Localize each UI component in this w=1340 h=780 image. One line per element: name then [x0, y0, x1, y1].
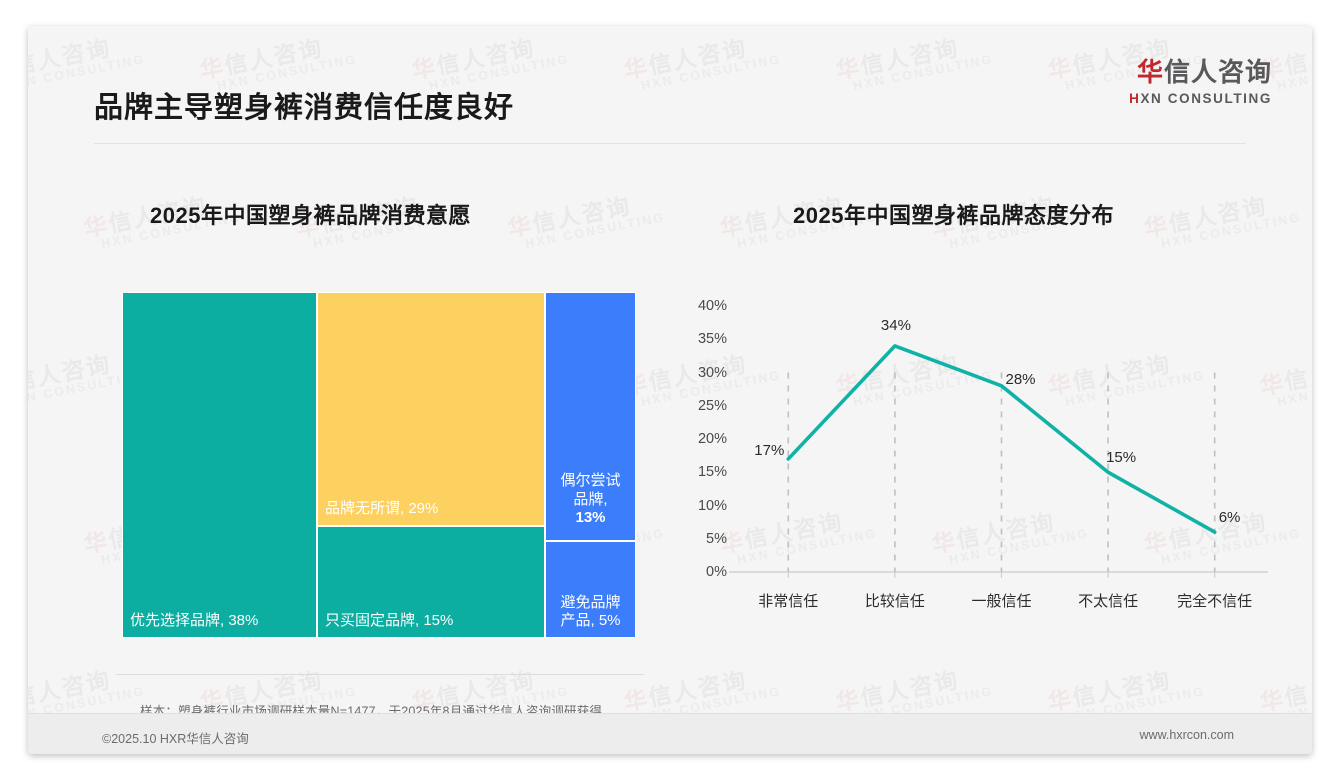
treemap-cell-fixed-brand[interactable]: 只买固定品牌, 15% — [317, 526, 545, 638]
y-axis-tick-label: 35% — [697, 331, 727, 348]
slide-header: 品牌主导塑身裤消费信任度良好 华信人咨询 HXN CONSULTING — [28, 26, 1312, 148]
left-chart-title: 2025年中国塑身裤品牌消费意愿 — [150, 203, 471, 228]
treemap-cell-priority-brand[interactable]: 优先选择品牌, 38% — [122, 292, 317, 638]
treemap-label-occasional-line2: 品牌, — [573, 490, 608, 508]
line-chart: 0% 5% 10% 15% 20% 25% 30% 35% 40% 17% 34% 28% 15% 6% 非… — [673, 288, 1273, 618]
x-axis-tick-label: 不太信任 — [1078, 593, 1139, 610]
y-axis-tick-label: 10% — [697, 497, 727, 514]
treemap-label-brand-agnostic: 品牌无所谓, 29% — [325, 500, 439, 518]
treemap-cell-brand-agnostic[interactable]: 品牌无所谓, 29% — [317, 292, 545, 526]
y-axis-tick-label: 30% — [697, 364, 727, 381]
line-point-value-label: 34% — [880, 316, 911, 334]
y-axis-tick-label: 40% — [697, 298, 727, 314]
brand-logo-chinese-rest: 信人咨询 — [1163, 57, 1272, 87]
brand-logo-english: HXN CONSULTING — [1129, 92, 1272, 106]
treemap-label-fixed-brand: 只买固定品牌, 15% — [325, 612, 454, 630]
footer-bar: ©2025.10 HXR华信人咨询 www.hxrcon.com — [28, 713, 1312, 754]
treemap-cell-avoid-brand[interactable]: 避免品牌 产品, 5% — [545, 541, 636, 638]
x-axis-tick-label: 一般信任 — [971, 593, 1032, 610]
treemap-label-avoid-line2: 产品, 5% — [560, 612, 621, 630]
brand-logo-h-char: H — [1129, 91, 1141, 106]
page-title: 品牌主导塑身裤消费信任度良好 — [94, 92, 515, 124]
line-point-value-label: 6% — [1218, 509, 1241, 527]
brand-logo-english-rest: XN CONSULTING — [1140, 91, 1272, 106]
x-axis-tick-label: 非常信任 — [758, 593, 819, 610]
line-point-value-label: 17% — [754, 441, 785, 459]
treemap-chart: 优先选择品牌, 38% 品牌无所谓, 29% 只买固定品牌, 15% 偶尔尝试 … — [122, 292, 636, 638]
line-point-value-label: 28% — [1005, 370, 1036, 388]
y-axis-tick-label: 25% — [697, 397, 727, 414]
brand-logo-chinese: 华信人咨询 — [1129, 59, 1272, 85]
x-axis-tick-label: 完全不信任 — [1177, 593, 1253, 610]
y-axis-tick-label: 0% — [706, 564, 727, 580]
x-axis-tick-label: 比较信任 — [864, 593, 925, 610]
treemap-label-avoid-line1: 避免品牌 — [560, 593, 621, 611]
treemap-label-priority-brand: 优先选择品牌, 38% — [130, 612, 259, 630]
treemap-label-occasional-line3: 13% — [575, 509, 606, 527]
line-point-value-label: 15% — [1106, 449, 1137, 467]
treemap-cell-occasional-brand[interactable]: 偶尔尝试 品牌, 13% — [545, 292, 636, 541]
y-axis-tick-label: 20% — [697, 431, 727, 447]
header-divider — [94, 143, 1246, 144]
footer-website[interactable]: www.hxrcon.com — [1139, 728, 1234, 742]
y-axis-tick-label: 15% — [697, 464, 727, 481]
treemap-label-occasional-brand: 偶尔尝试 品牌, 13% — [546, 472, 635, 528]
brand-logo: 华信人咨询 HXN CONSULTING — [1129, 59, 1272, 106]
treemap-label-occasional-line1: 偶尔尝试 — [560, 471, 621, 489]
line-chart-svg — [729, 344, 1268, 578]
footer-copyright: ©2025.10 HXR华信人咨询 — [102, 732, 249, 746]
y-axis-tick-label: 5% — [706, 530, 727, 547]
treemap-label-avoid-brand: 避免品牌 产品, 5% — [546, 594, 635, 632]
footnote-divider — [116, 674, 644, 675]
right-chart-title: 2025年中国塑身裤品牌态度分布 — [793, 203, 1114, 228]
brand-logo-hua-char: 华 — [1136, 57, 1164, 87]
